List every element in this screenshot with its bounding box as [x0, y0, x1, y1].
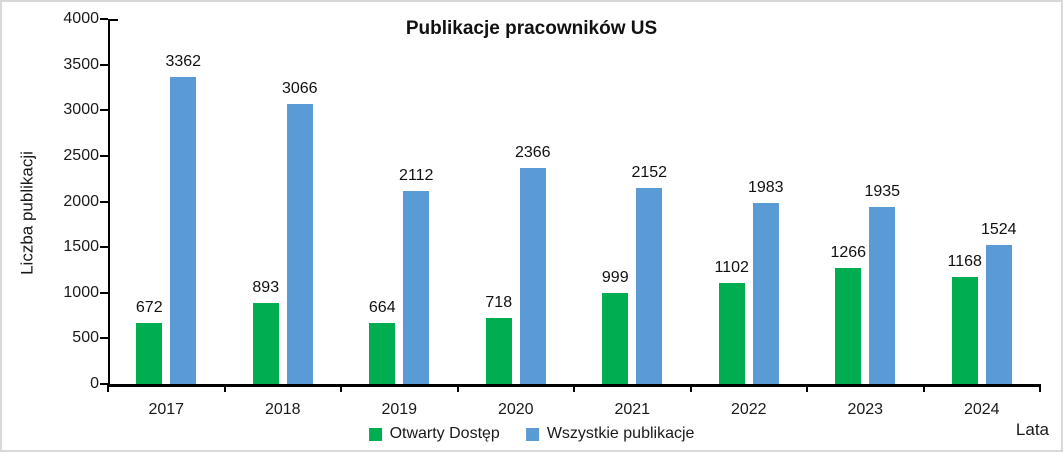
bar-value-label: 1266 [830, 244, 867, 262]
y-tick-label: 0 [90, 375, 99, 392]
x-tick-mark [223, 384, 226, 392]
y-axis-top-tick [110, 19, 118, 21]
y-tick-label: 2500 [63, 146, 99, 164]
bar-value-label: 893 [252, 278, 280, 296]
bar-value-label: 3066 [281, 80, 318, 98]
y-tick-mark [100, 109, 108, 112]
bar-value-label: 672 [135, 298, 163, 316]
plot-area: 672 3362 893 3066 664 2112 718 2366 999 2152 1102 1… [108, 19, 1041, 387]
legend-swatch-icon [368, 427, 382, 441]
x-category-label-2022: 2022 [730, 401, 767, 418]
bar-2018-otwarty-dostęp: 893 [252, 279, 279, 384]
bar-group-2018: 893 3066 [225, 19, 342, 384]
bar-value-label: 1168 [947, 253, 982, 271]
bar-value-label: 2112 [399, 167, 434, 185]
bar-group-2024: 1168 1524 [924, 19, 1041, 384]
x-tick-mark [689, 384, 692, 392]
chart-title: Publikacje pracowników US [405, 18, 658, 39]
x-tick-mark [806, 384, 808, 392]
y-tick-mark [100, 337, 108, 340]
x-tick-mark [573, 384, 575, 392]
x-tick-mark [340, 384, 342, 392]
x-axis-title: Lata [1015, 420, 1049, 439]
y-tick-mark [100, 18, 108, 20]
bar-value-label: 1935 [864, 183, 901, 201]
bar-2024-wszystkie-publikacje: 1524 [981, 221, 1017, 384]
bar-value-label: 1983 [747, 179, 784, 197]
bar-2021-otwarty-dostęp: 999 [602, 269, 629, 384]
x-category-label-2020: 2020 [497, 401, 534, 418]
legend-item-otwarty-dostęp: Otwarty Dostęp [368, 425, 500, 443]
bar-group-2021: 999 2152 [574, 19, 691, 384]
bar-2017-otwarty-dostęp: 672 [136, 299, 163, 384]
bar-value-label: 2366 [514, 144, 551, 162]
y-tick-mark [100, 63, 108, 66]
y-tick-label: 4000 [63, 10, 99, 27]
bar-group-2020: 718 2366 [458, 19, 575, 384]
legend-label: Wszystkie publikacje [546, 425, 695, 442]
x-category-label-2019: 2019 [381, 401, 418, 418]
bar-2023-wszystkie-publikacje: 1935 [864, 183, 900, 384]
bar-2024-otwarty-dostęp: 1168 [948, 253, 982, 384]
bar-value-label: 718 [485, 294, 513, 312]
bar-2019-wszystkie-publikacje: 2112 [399, 167, 433, 384]
bar-group-2017: 672 3362 [108, 19, 225, 384]
bar-value-label: 3362 [165, 53, 202, 71]
legend: Otwarty Dostęp Wszystkie publikacje [368, 425, 695, 443]
y-tick-mark [100, 291, 108, 294]
y-tick-label: 3500 [63, 55, 99, 73]
bar-group-2023: 1266 1935 [807, 19, 924, 384]
y-tick-label: 3000 [63, 101, 99, 119]
y-tick-label: 2000 [63, 192, 99, 210]
bar-2021-wszystkie-publikacje: 2152 [631, 164, 667, 384]
bar-2018-wszystkie-publikacje: 3066 [282, 80, 318, 384]
legend-label: Otwarty Dostęp [389, 425, 500, 442]
bar-group-2019: 664 2112 [341, 19, 458, 384]
x-category-label-2023: 2023 [847, 401, 884, 418]
y-tick-label: 1000 [63, 283, 99, 301]
y-axis-line [108, 19, 110, 384]
bar-2017-wszystkie-publikacje: 3362 [165, 53, 201, 384]
x-tick-mark [922, 384, 925, 392]
bar-group-2022: 1102 1983 [691, 19, 808, 384]
bar-value-label: 1102 [714, 259, 749, 277]
bar-value-label: 2152 [631, 163, 668, 181]
y-tick-mark [100, 200, 108, 203]
bar-value-label: 1524 [980, 220, 1017, 238]
x-tick-mark [456, 384, 459, 392]
y-tick-label: 1500 [63, 238, 99, 256]
x-category-label-2018: 2018 [264, 401, 301, 418]
y-tick-mark [100, 246, 108, 249]
x-category-label-2021: 2021 [614, 401, 651, 418]
x-category-label-2017: 2017 [148, 401, 185, 418]
y-tick-mark [100, 383, 108, 385]
bar-2023-otwarty-dostęp: 1266 [830, 244, 866, 384]
legend-item-wszystkie-publikacje: Wszystkie publikacje [525, 425, 695, 443]
bar-2020-otwarty-dostęp: 718 [485, 294, 512, 384]
x-tick-mark [1039, 384, 1041, 392]
bar-value-label: 999 [601, 268, 629, 286]
x-category-label-2024: 2024 [963, 401, 1000, 418]
bar-2020-wszystkie-publikacje: 2366 [515, 144, 551, 384]
bar-2022-wszystkie-publikacje: 1983 [748, 179, 784, 384]
legend-swatch-icon [525, 427, 539, 441]
bar-2022-otwarty-dostęp: 1102 [715, 259, 749, 384]
bar-value-label: 664 [368, 299, 396, 317]
y-tick-mark [100, 154, 108, 157]
y-tick-label: 500 [72, 329, 99, 347]
x-tick-mark [107, 384, 109, 392]
bar-2019-otwarty-dostęp: 664 [369, 299, 396, 384]
